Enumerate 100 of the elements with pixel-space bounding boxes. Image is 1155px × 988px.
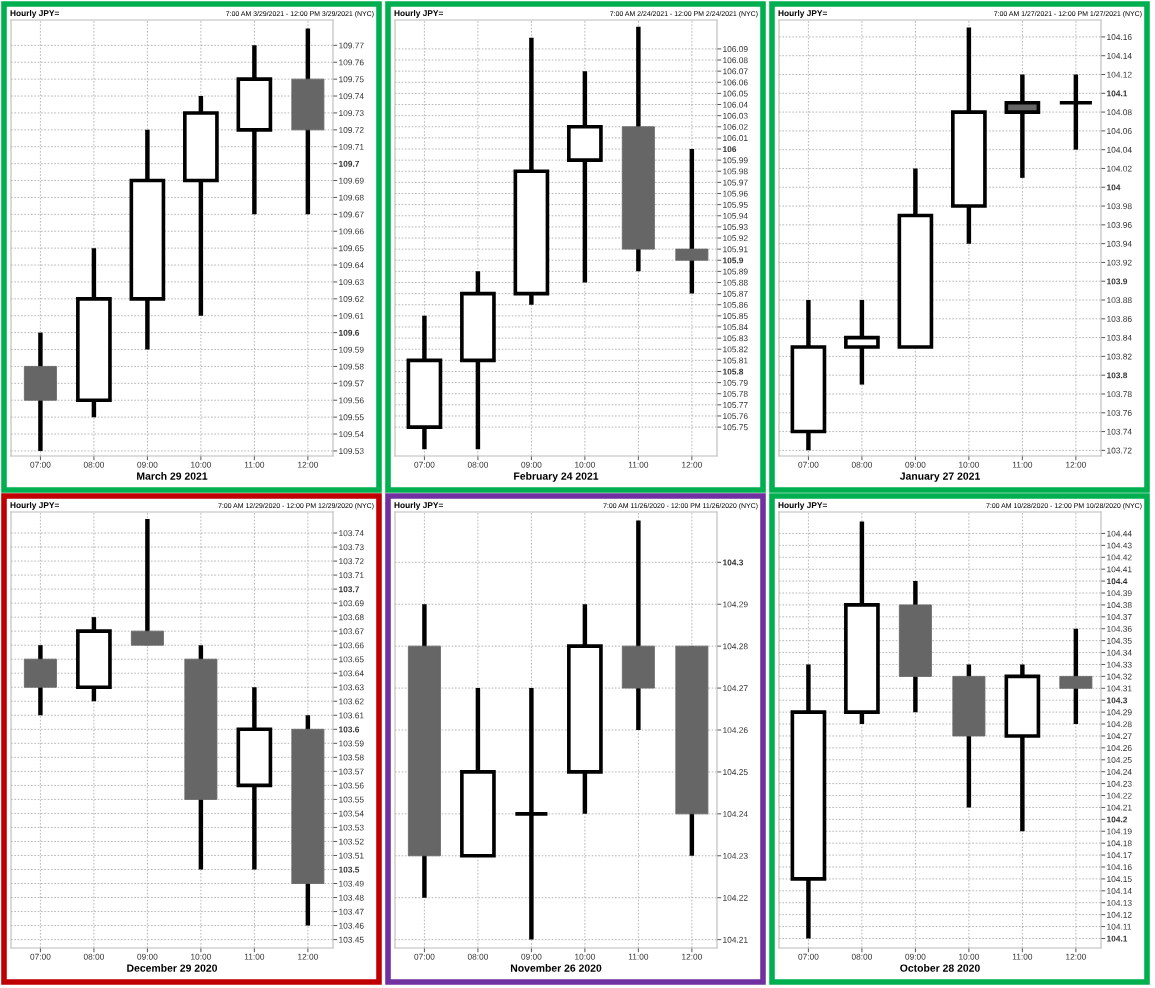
y-tick-label: 103.56 bbox=[339, 782, 364, 789]
y-tick-label: 103.6 bbox=[339, 726, 360, 733]
y-tick-label: 105.75 bbox=[723, 424, 748, 431]
y-tick-label: 109.68 bbox=[339, 194, 364, 201]
x-tick-label: 11:00 bbox=[628, 461, 649, 468]
y-tick-label: 109.76 bbox=[339, 59, 364, 66]
y-tick-label: 104.3 bbox=[1107, 697, 1128, 704]
y-tick-label: 103.96 bbox=[1107, 222, 1132, 228]
y-tick-label: 103.92 bbox=[1107, 259, 1132, 266]
y-tick-label: 109.67 bbox=[339, 211, 364, 218]
y-tick-label: 109.72 bbox=[339, 127, 364, 133]
x-axis-title: November 26 2020 bbox=[510, 964, 602, 972]
y-tick-label: 109.58 bbox=[339, 363, 364, 370]
y-tick-label: 109.61 bbox=[339, 312, 364, 319]
y-tick-label: 104.17 bbox=[1107, 852, 1132, 859]
y-tick-label: 104.35 bbox=[1107, 637, 1132, 644]
y-tick-label: 103.68 bbox=[339, 614, 364, 621]
y-tick-label: 104.16 bbox=[1107, 34, 1132, 41]
y-tick-label: 104.4 bbox=[1107, 578, 1128, 585]
y-tick-label: 104.29 bbox=[723, 601, 748, 608]
x-tick-label: 08:00 bbox=[467, 461, 489, 468]
x-tick-label: 10:00 bbox=[959, 461, 979, 468]
x-tick-label: 12:00 bbox=[298, 953, 318, 960]
y-tick-label: 104.26 bbox=[1107, 745, 1132, 751]
candlestick bbox=[844, 300, 880, 385]
y-tick-label: 104.28 bbox=[723, 643, 748, 650]
y-tick-label: 105.99 bbox=[723, 157, 748, 164]
y-tick-label: 104.27 bbox=[1107, 733, 1132, 740]
y-tick-label: 103.65 bbox=[339, 656, 364, 663]
y-tick-label: 106.05 bbox=[723, 90, 748, 97]
y-tick-label: 105.87 bbox=[723, 290, 748, 297]
x-tick-label: 08:00 bbox=[851, 461, 873, 468]
chart-title: Hourly JPY= bbox=[778, 501, 827, 510]
y-tick-label: 104.13 bbox=[1107, 899, 1132, 906]
x-tick-label: 08:00 bbox=[83, 953, 105, 960]
x-tick-label: 07:00 bbox=[30, 953, 51, 960]
y-tick-label: 106.06 bbox=[723, 79, 748, 86]
y-tick-label: 104.21 bbox=[1107, 804, 1132, 811]
y-tick-label: 106.04 bbox=[723, 101, 748, 108]
y-tick-label: 106.03 bbox=[723, 112, 748, 119]
y-tick-label: 109.63 bbox=[339, 279, 364, 286]
y-tick-label: 103.94 bbox=[1107, 240, 1132, 247]
chart-title: Hourly JPY= bbox=[10, 9, 59, 18]
x-tick-label: 11:00 bbox=[1012, 953, 1033, 960]
y-tick-label: 103.54 bbox=[339, 810, 364, 817]
x-tick-label: 10:00 bbox=[959, 953, 979, 960]
y-tick-label: 103.86 bbox=[1107, 316, 1132, 322]
y-tick-label: 103.57 bbox=[339, 768, 364, 775]
y-tick-label: 104.25 bbox=[1107, 756, 1132, 763]
y-tick-label: 104.29 bbox=[1107, 709, 1132, 716]
y-tick-label: 104.22 bbox=[723, 894, 748, 901]
y-tick-label: 103.5 bbox=[339, 866, 360, 873]
y-tick-label: 105.86 bbox=[723, 301, 748, 308]
y-tick-label: 105.9 bbox=[723, 257, 744, 264]
y-tick-label: 103.88 bbox=[1107, 297, 1132, 304]
y-tick-label: 104.06 bbox=[1107, 128, 1132, 134]
x-tick-label: 09:00 bbox=[137, 461, 158, 468]
y-tick-label: 109.65 bbox=[339, 245, 364, 252]
y-tick-label: 109.66 bbox=[339, 228, 364, 235]
y-tick-label: 104.14 bbox=[1107, 52, 1132, 59]
y-tick-label: 104.02 bbox=[1107, 165, 1132, 172]
y-tick-label: 105.81 bbox=[723, 357, 748, 364]
y-tick-label: 109.73 bbox=[339, 110, 364, 117]
x-tick-label: 07:00 bbox=[414, 953, 435, 960]
x-tick-label: 08:00 bbox=[467, 953, 489, 960]
y-tick-label: 109.59 bbox=[339, 346, 364, 353]
x-tick-label: 12:00 bbox=[1066, 953, 1086, 960]
y-tick-label: 104.12 bbox=[1107, 71, 1132, 78]
y-tick-label: 104.25 bbox=[723, 769, 748, 776]
y-tick-label: 104.41 bbox=[1107, 566, 1132, 573]
y-tick-label: 104.23 bbox=[723, 852, 748, 859]
x-axis-title: December 29 2020 bbox=[127, 964, 218, 972]
y-tick-label: 105.89 bbox=[723, 268, 748, 275]
y-tick-label: 105.76 bbox=[723, 413, 748, 420]
y-tick-label: 104.3 bbox=[723, 559, 744, 566]
y-tick-label: 104.19 bbox=[1107, 828, 1132, 835]
x-tick-label: 09:00 bbox=[521, 953, 542, 960]
y-tick-label: 106 bbox=[723, 146, 737, 153]
y-tick-label: 104.2 bbox=[1107, 816, 1128, 823]
y-tick-label: 104.23 bbox=[1107, 780, 1132, 787]
y-tick-label: 105.98 bbox=[723, 168, 748, 175]
x-axis-title: March 29 2021 bbox=[137, 472, 208, 480]
x-tick-label: 09:00 bbox=[905, 461, 926, 468]
y-tick-label: 109.75 bbox=[339, 76, 364, 83]
y-tick-label: 105.82 bbox=[723, 346, 748, 353]
candlestick bbox=[1059, 628, 1093, 725]
y-tick-label: 109.69 bbox=[339, 177, 364, 184]
y-tick-label: 104.14 bbox=[1107, 888, 1132, 894]
x-tick-label: 11:00 bbox=[244, 461, 265, 468]
x-tick-label: 11:00 bbox=[244, 953, 265, 960]
y-tick-label: 105.91 bbox=[723, 246, 748, 253]
y-tick-label: 106.08 bbox=[723, 57, 748, 64]
y-tick-label: 109.7 bbox=[339, 160, 360, 167]
y-tick-label: 104.28 bbox=[1107, 721, 1132, 728]
y-tick-label: 105.93 bbox=[723, 224, 748, 230]
y-tick-label: 109.71 bbox=[339, 143, 364, 150]
y-tick-label: 106.02 bbox=[723, 123, 748, 130]
y-tick-label: 103.58 bbox=[339, 754, 364, 761]
y-tick-label: 104 bbox=[1107, 184, 1121, 191]
y-tick-label: 109.74 bbox=[339, 93, 364, 100]
